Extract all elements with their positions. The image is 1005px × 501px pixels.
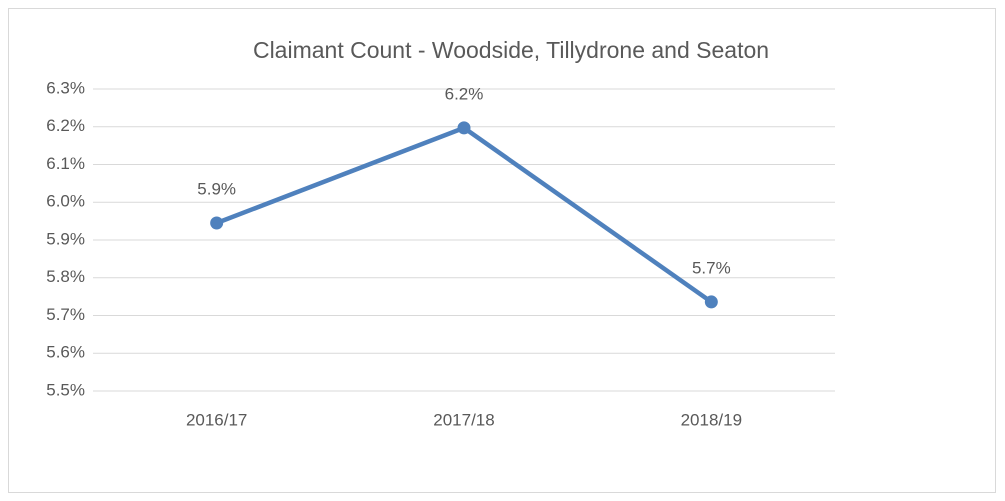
chart-title: Claimant Count - Woodside, Tillydrone an… xyxy=(253,37,769,63)
y-tick-label: 5.5% xyxy=(46,380,85,399)
x-tick-label: 2018/19 xyxy=(681,410,742,429)
chart-frame xyxy=(8,8,996,493)
x-tick-label: 2017/18 xyxy=(433,410,494,429)
y-tick-label: 6.1% xyxy=(46,154,85,173)
y-tick-label: 6.0% xyxy=(46,192,85,211)
y-tick-label: 5.6% xyxy=(46,343,85,362)
marker xyxy=(457,121,471,135)
y-tick-label: 6.2% xyxy=(46,116,85,135)
marker xyxy=(704,295,718,309)
y-tick-label: 6.3% xyxy=(46,78,85,97)
data-label: 5.9% xyxy=(197,179,236,198)
y-tick-label: 5.9% xyxy=(46,229,85,248)
y-tick-label: 5.8% xyxy=(46,267,85,286)
x-tick-label: 2016/17 xyxy=(186,410,247,429)
data-label: 6.2% xyxy=(445,84,484,103)
data-label: 5.7% xyxy=(692,258,731,277)
y-tick-label: 5.7% xyxy=(46,305,85,324)
marker xyxy=(210,216,224,230)
